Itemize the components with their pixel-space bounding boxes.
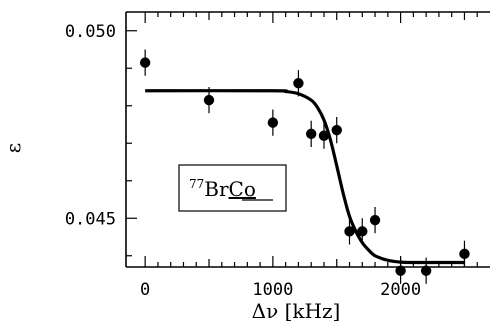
data-point xyxy=(459,248,470,260)
data-point xyxy=(305,128,317,140)
legend: 77BrCo xyxy=(178,164,287,212)
legend-partner: Co xyxy=(229,177,256,201)
plot-axes: 0 1000 2000 0.045 0.050 xyxy=(65,11,490,300)
plot-marks xyxy=(139,49,470,284)
data-point xyxy=(203,94,215,106)
data-point xyxy=(293,78,304,89)
data-point xyxy=(318,130,330,141)
data-point xyxy=(357,226,368,237)
data-point xyxy=(139,57,151,68)
y-axis-label: ε xyxy=(1,143,25,153)
data-point xyxy=(395,265,406,276)
legend-element: Br xyxy=(204,177,229,201)
data-point xyxy=(331,124,342,136)
data-point xyxy=(344,226,355,237)
fit-curve xyxy=(145,89,465,265)
y-tick-label: 0.050 xyxy=(65,22,116,42)
legend-label: 77BrCo xyxy=(189,177,256,201)
x-tick-label: 0 xyxy=(140,280,150,300)
data-point xyxy=(369,214,381,226)
x-tick-label: 2000 xyxy=(380,280,421,300)
data-point xyxy=(267,117,279,128)
legend-box xyxy=(178,164,287,212)
x-tick-label: 1000 xyxy=(252,280,293,300)
y-tick-label: 0.045 xyxy=(65,209,116,229)
legend-isotope-mass: 77 xyxy=(189,177,204,191)
data-point xyxy=(420,265,432,276)
x-axis-label: Δν [kHz] xyxy=(252,299,341,323)
